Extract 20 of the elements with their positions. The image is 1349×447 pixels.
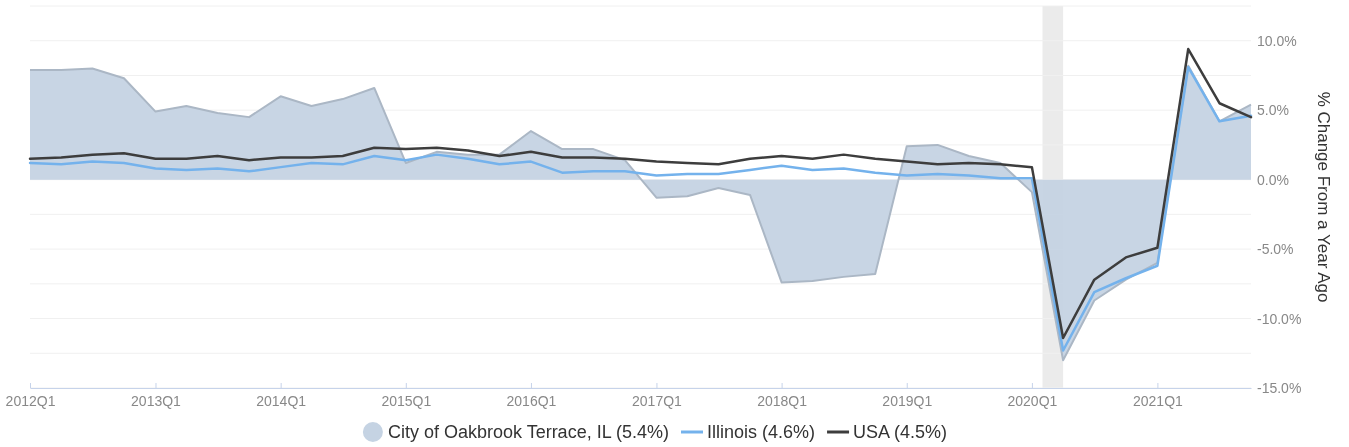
y-tick-label: 5.0% [1257, 102, 1289, 119]
y-tick-label: -15.0% [1257, 379, 1302, 396]
x-tick-label: 2016Q1 [506, 392, 557, 409]
y-tick-label: 10.0% [1257, 32, 1297, 49]
y-tick-label: -10.0% [1257, 310, 1302, 327]
x-tick-label: 2018Q1 [757, 392, 808, 409]
x-tick-label: 2014Q1 [256, 392, 307, 409]
x-tick-label: 2015Q1 [381, 392, 432, 409]
y-tick-label: 0.0% [1257, 171, 1289, 188]
x-tick-label: 2017Q1 [632, 392, 683, 409]
x-tick-label: 2021Q1 [1132, 392, 1184, 409]
x-tick-label: 2013Q1 [131, 392, 182, 409]
legend-label: City of Oakbrook Terrace, IL (5.4%) [387, 422, 670, 442]
legend-label: Illinois (4.6%) [707, 422, 816, 442]
x-tick-label: 2012Q1 [5, 392, 56, 409]
x-tick-label: 2019Q1 [882, 392, 933, 409]
y-axis-title: % Change From a Year Ago [1314, 91, 1333, 303]
x-tick-label: 2020Q1 [1007, 392, 1058, 409]
legend-label: USA (4.5%) [853, 422, 948, 442]
y-tick-label: -5.0% [1257, 241, 1294, 258]
